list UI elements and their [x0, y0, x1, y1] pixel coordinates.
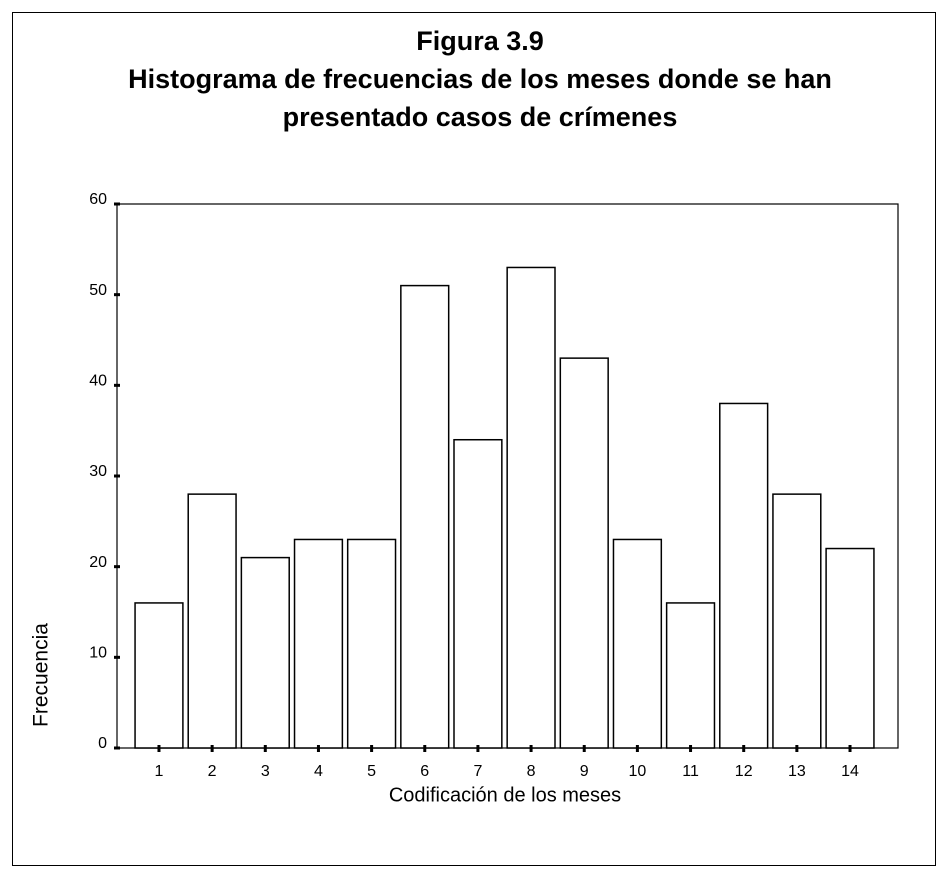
bar	[665, 602, 716, 749]
bar	[772, 493, 822, 749]
bar	[612, 538, 663, 749]
x-tick-label: 1	[155, 763, 164, 780]
x-tick-label: 12	[735, 763, 753, 780]
y-tick-label: 60	[89, 191, 107, 208]
chart-subtitle: Histograma de frecuencias de los meses d…	[128, 64, 832, 132]
x-tick-label: 11	[682, 763, 699, 780]
bar	[825, 547, 875, 749]
bar	[134, 602, 184, 749]
y-tick-label: 20	[89, 554, 107, 571]
titles: Figura 3.9 Histograma de frecuencias de …	[50, 22, 910, 136]
x-tick-label: 3	[261, 763, 270, 780]
y-tick-label: 10	[89, 645, 107, 662]
bar	[400, 284, 450, 749]
x-tick-label: 5	[367, 763, 376, 780]
x-tick-label: 7	[473, 763, 482, 780]
x-tick-label: 6	[420, 763, 429, 780]
chart-title: Figura 3.9	[416, 26, 544, 56]
bar	[506, 266, 556, 749]
y-tick-label: 50	[89, 282, 107, 299]
x-tick-label: 13	[788, 763, 806, 780]
bar	[719, 402, 769, 749]
bar	[453, 438, 503, 749]
x-tick-label: 8	[527, 763, 536, 780]
bar	[187, 493, 237, 749]
y-tick-label: 30	[89, 463, 107, 480]
x-tick-label: 9	[580, 763, 589, 780]
bar	[293, 538, 344, 749]
x-tick-label: 4	[314, 763, 323, 780]
y-tick-label: 40	[89, 373, 107, 390]
x-axis-label: Codificación de los meses	[389, 784, 621, 806]
x-tick-label: 14	[841, 763, 859, 780]
frame	[12, 12, 936, 866]
x-tick-label: 2	[208, 763, 217, 780]
x-tick-label: 10	[628, 763, 646, 780]
bar	[559, 357, 609, 749]
y-axis-label: Frecuencia	[30, 623, 53, 727]
bar	[346, 538, 397, 749]
y-tick-label: 0	[98, 735, 107, 752]
bar	[240, 556, 290, 749]
